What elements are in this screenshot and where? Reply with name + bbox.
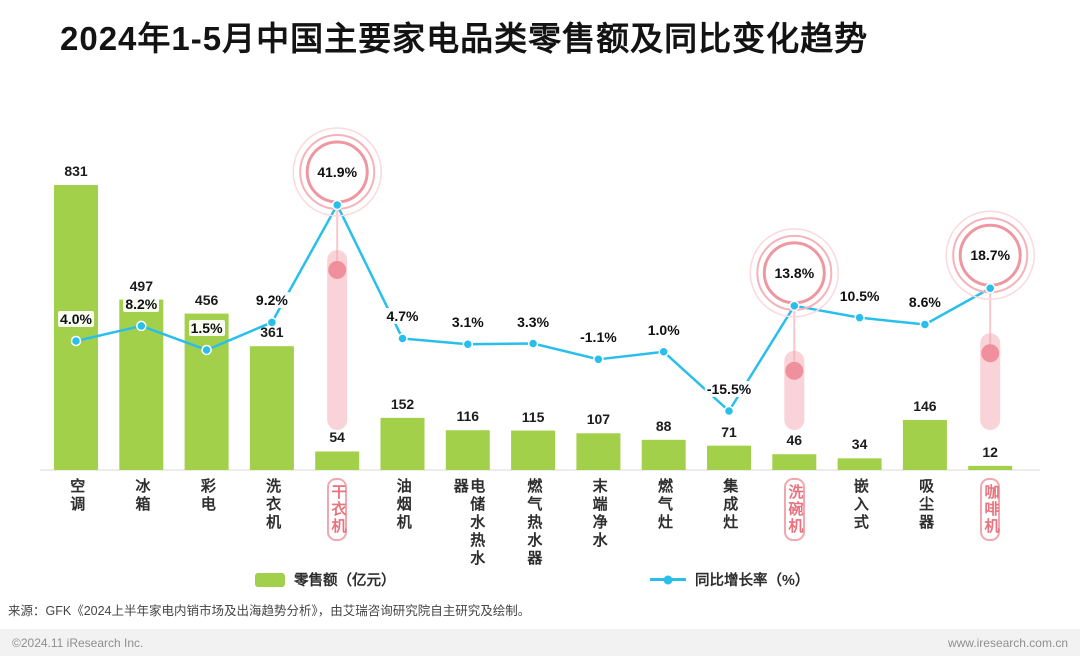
bar-电储水热水器 — [445, 430, 490, 470]
highlight-ring-inner — [762, 241, 826, 305]
line-point-空调 — [70, 335, 82, 347]
highlight-ring-outer — [292, 127, 382, 217]
bar-洗衣机 — [249, 346, 294, 470]
highlight-ring-outer — [945, 210, 1035, 300]
legend-item-growth: 同比增长率（%） — [650, 569, 809, 590]
line-point-干衣机 — [331, 199, 343, 211]
line-point-冰箱 — [136, 320, 147, 332]
bar-燃气灶 — [641, 439, 686, 470]
line-point-末端净水 — [593, 354, 604, 365]
line-point-吸尘器 — [919, 319, 931, 330]
highlight-pill — [327, 249, 348, 430]
chart-title: 2024年1-5月中国主要家电品类零售额及同比变化趋势 — [60, 20, 869, 57]
bar-末端净水 — [576, 433, 621, 470]
highlight-pill-dot — [981, 344, 1000, 363]
bar-燃气热水器 — [511, 430, 556, 470]
bar-干衣机 — [315, 451, 360, 470]
line-point-洗碗机 — [789, 300, 800, 312]
highlight-ring-inner — [305, 140, 369, 204]
highlight-ring-outer — [749, 228, 840, 318]
line-point-燃气热水器 — [527, 338, 539, 349]
line-point-彩电 — [201, 344, 212, 356]
line-swatch-dot — [663, 575, 673, 584]
line-point-嵌入式 — [854, 312, 865, 323]
website-text: www.iresearch.com.cn — [947, 635, 1068, 650]
line-series-swatch — [650, 575, 686, 584]
bar-洗碗机 — [772, 454, 817, 470]
legend-bar-label: 零售额（亿元） — [294, 573, 396, 589]
line-point-咖啡机 — [984, 282, 996, 294]
copyright-text: ©2024.11 iResearch Inc. — [12, 635, 144, 650]
line-point-洗衣机 — [266, 317, 278, 328]
bar-series-swatch — [255, 572, 285, 587]
bar-集成灶 — [707, 445, 751, 470]
legend-item-retail: 零售额（亿元） — [255, 569, 396, 590]
bar-空调 — [54, 184, 98, 471]
legend-line-label: 同比增长率（%） — [695, 573, 810, 589]
bar-彩电 — [184, 313, 229, 470]
highlight-pill-dot — [785, 361, 804, 380]
line-point-油烟机 — [397, 333, 408, 344]
bar-油烟机 — [380, 417, 425, 470]
line-point-电储水热水器 — [462, 338, 474, 350]
footer-bar: ©2024.11 iResearch Inc. www.iresearch.co… — [0, 629, 1080, 656]
bar-吸尘器 — [902, 419, 947, 470]
line-point-集成灶 — [723, 405, 735, 417]
bar-咖啡机 — [968, 465, 1013, 470]
source-note: 来源：GFK《2024上半年家电内销市场及出海趋势分析》，由艾瑞咨询研究院自主研… — [8, 604, 531, 618]
highlight-pill-dot — [328, 260, 347, 279]
bar-嵌入式 — [837, 458, 882, 470]
line-point-燃气灶 — [658, 346, 669, 358]
highlight-ring-inner — [958, 223, 1022, 287]
